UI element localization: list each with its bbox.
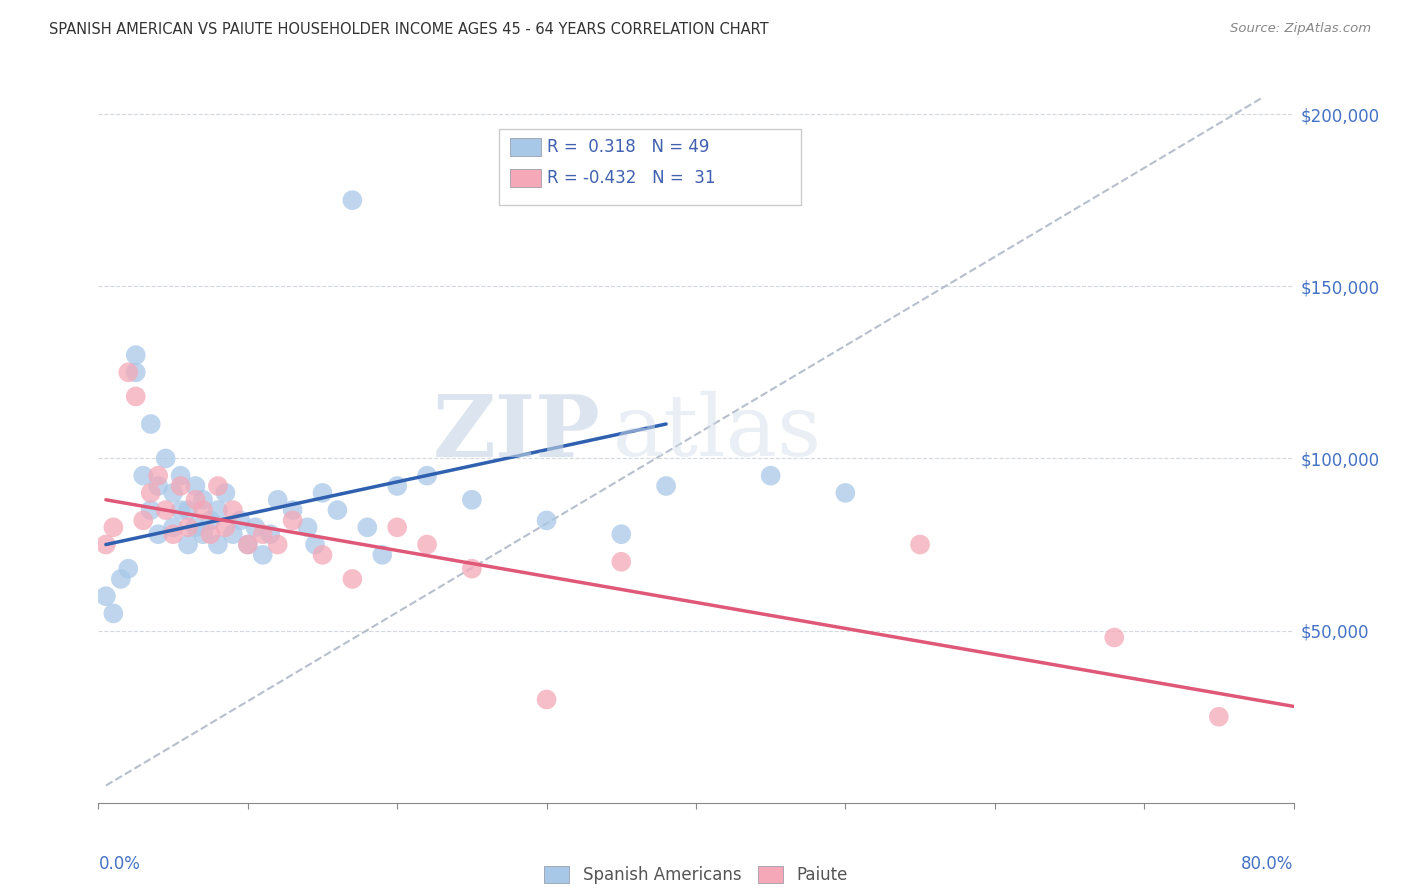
Point bbox=[326, 503, 349, 517]
Point bbox=[94, 537, 117, 551]
Text: SPANISH AMERICAN VS PAIUTE HOUSEHOLDER INCOME AGES 45 - 64 YEARS CORRELATION CHA: SPANISH AMERICAN VS PAIUTE HOUSEHOLDER I… bbox=[49, 22, 769, 37]
Point bbox=[169, 479, 191, 493]
Point bbox=[184, 520, 207, 534]
Point bbox=[236, 537, 259, 551]
Point bbox=[259, 527, 281, 541]
Point bbox=[297, 520, 319, 534]
Point bbox=[461, 492, 484, 507]
Point bbox=[200, 513, 222, 527]
Point bbox=[125, 348, 148, 362]
Point bbox=[536, 513, 558, 527]
Point bbox=[416, 468, 439, 483]
Point bbox=[132, 468, 155, 483]
Point bbox=[1208, 709, 1230, 723]
Point bbox=[139, 417, 162, 431]
Point bbox=[252, 527, 274, 541]
Point bbox=[132, 513, 155, 527]
Point bbox=[759, 468, 782, 483]
Point bbox=[1104, 631, 1126, 645]
Point bbox=[148, 527, 170, 541]
Point bbox=[103, 520, 125, 534]
Point bbox=[385, 479, 409, 493]
Point bbox=[371, 548, 394, 562]
Point bbox=[610, 527, 633, 541]
Point bbox=[162, 520, 184, 534]
Point bbox=[191, 527, 214, 541]
Point bbox=[311, 486, 333, 500]
Point bbox=[207, 479, 229, 493]
Point bbox=[103, 607, 125, 621]
Point bbox=[184, 492, 207, 507]
Point bbox=[281, 503, 304, 517]
Text: atlas: atlas bbox=[613, 391, 821, 475]
Point bbox=[169, 468, 191, 483]
Point bbox=[229, 513, 252, 527]
Point bbox=[125, 389, 148, 403]
Point bbox=[222, 503, 245, 517]
Point bbox=[610, 555, 633, 569]
Point bbox=[125, 365, 148, 379]
Point bbox=[162, 527, 184, 541]
Point bbox=[655, 479, 678, 493]
Text: 0.0%: 0.0% bbox=[98, 855, 141, 872]
Point bbox=[252, 548, 274, 562]
Point bbox=[267, 537, 290, 551]
Text: Source: ZipAtlas.com: Source: ZipAtlas.com bbox=[1230, 22, 1371, 36]
Point bbox=[139, 486, 162, 500]
Point bbox=[281, 513, 304, 527]
Point bbox=[191, 492, 214, 507]
Point bbox=[184, 479, 207, 493]
Text: R =  0.318   N = 49: R = 0.318 N = 49 bbox=[547, 138, 709, 156]
Point bbox=[416, 537, 439, 551]
Point bbox=[162, 486, 184, 500]
Point bbox=[155, 503, 177, 517]
Point bbox=[177, 520, 200, 534]
Point bbox=[117, 561, 139, 575]
Point bbox=[356, 520, 378, 534]
Point bbox=[177, 537, 200, 551]
Point bbox=[908, 537, 931, 551]
Point bbox=[385, 520, 409, 534]
Point bbox=[245, 520, 267, 534]
Point bbox=[117, 365, 139, 379]
Point bbox=[191, 503, 214, 517]
Point bbox=[110, 572, 132, 586]
Point bbox=[536, 692, 558, 706]
Point bbox=[267, 492, 290, 507]
Point bbox=[177, 503, 200, 517]
Text: 80.0%: 80.0% bbox=[1241, 855, 1294, 872]
Point bbox=[207, 503, 229, 517]
Point bbox=[148, 479, 170, 493]
Point bbox=[169, 503, 191, 517]
Point bbox=[94, 589, 117, 603]
Point bbox=[342, 193, 364, 207]
Point bbox=[139, 503, 162, 517]
Text: ZIP: ZIP bbox=[433, 391, 600, 475]
Point bbox=[236, 537, 259, 551]
Point bbox=[834, 486, 856, 500]
Point bbox=[214, 486, 236, 500]
Point bbox=[148, 468, 170, 483]
Point bbox=[222, 527, 245, 541]
Point bbox=[461, 561, 484, 575]
Point bbox=[342, 572, 364, 586]
Legend: Spanish Americans, Paiute: Spanish Americans, Paiute bbox=[537, 859, 855, 891]
Point bbox=[207, 537, 229, 551]
Point bbox=[200, 527, 222, 541]
Point bbox=[304, 537, 326, 551]
Point bbox=[155, 451, 177, 466]
Text: R = -0.432   N =  31: R = -0.432 N = 31 bbox=[547, 169, 716, 187]
Point bbox=[214, 520, 236, 534]
Point bbox=[311, 548, 333, 562]
